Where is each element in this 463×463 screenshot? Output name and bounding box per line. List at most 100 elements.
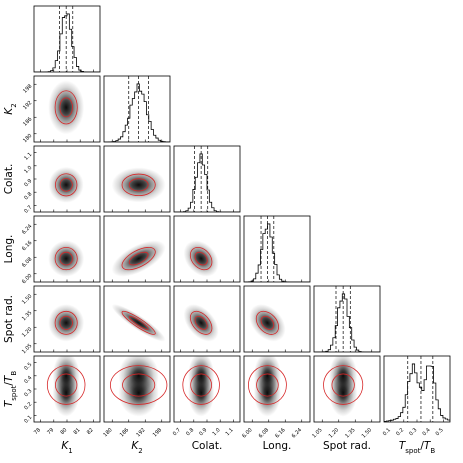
y-tick-label-spotrad: 1.05 [21,343,33,355]
x-axis-label-long: Long. [263,440,292,452]
contour-K1-tspot-0 [55,373,78,397]
panel-K1-tspot: 78 79 80 81 82 0.5 0.4 0.3 0.2 0.1 [23,355,101,436]
x-tick-label-colat: 0.8 [185,427,195,437]
panel-colat-spotrad [173,285,241,353]
histogram-K1 [34,13,100,72]
y-axis-label-K2: K2 [3,103,18,114]
contour-K1-K2-1 [54,90,78,125]
y-axis-label-colat: Colat. [3,164,15,195]
panel-K2-K2 [103,75,171,143]
x-tick-label-spotrad: 1.50 [361,427,373,439]
x-axis-label-colat: Colat. [192,440,223,452]
x-tick-label-K2: 180 [102,427,113,438]
contour-spotrad-tspot-0 [331,373,355,397]
panel-frame [103,75,171,143]
y-axis-label-tspot: Tspot/TB [3,371,18,408]
panel-K2-long [103,215,171,283]
panel-frame [383,355,451,423]
x-axis-label-tspot: Tspot/TB [399,440,436,455]
density-colat-tspot-b [188,356,215,400]
contour-colat-long-0 [194,251,208,266]
density-K2-long [111,240,166,277]
x-axis-label-K1: K1 [61,440,72,455]
histogram-spotrad [314,293,380,352]
panel-long-tspot: 6.00 6.08 6.16 6.24 [241,355,311,440]
contour-long-tspot-0 [256,373,279,397]
panel-frame [103,145,171,213]
contour-K1-colat-0 [59,178,73,192]
panel-colat-colat [173,145,241,213]
x-tick-label-K1: 80 [59,427,68,436]
density-long-spotrad [249,304,286,342]
contour-colat-spotrad-1 [189,310,213,335]
x-axis-label-spotrad: Spot rad. [323,440,371,452]
x-tick-label-colat: 0.7 [172,427,182,437]
panel-long-spotrad [243,285,311,353]
contour-K2-colat-1 [121,173,156,197]
density-colat-long [183,240,219,277]
y-axis-label-long: Long. [3,235,15,264]
contour-K1-colat-1 [54,173,78,197]
x-tick-label-K2: 186 [119,427,130,438]
contour-long-tspot-1 [248,365,287,405]
y-tick-label-long: 6.16 [21,240,33,252]
x-tick-label-colat: 1.1 [225,427,235,437]
x-tick-label-K1: 82 [86,427,95,436]
x-tick-label-spotrad: 1.35 [344,427,356,439]
contour-K1-K2-0 [59,97,73,118]
x-axis-label-K2: K2 [131,440,142,455]
panel-frame [103,285,171,353]
y-tick-label-colat: 0.8 [23,191,33,201]
contour-colat-spotrad-0 [194,315,208,330]
contour-K2-tspot-1 [109,365,168,405]
histogram-K2 [104,83,170,142]
panel-frame [243,215,311,283]
x-tick-label-tspot: 0.1 [382,427,392,437]
contour-K1-spotrad-0 [59,315,73,330]
density-K1-long [48,240,85,277]
y-tick-label-tspot: 0.3 [23,388,33,398]
x-tick-label-tspot: 0.4 [422,427,433,438]
contour-K1-long-0 [59,251,73,266]
y-tick-label-long: 6.08 [21,256,33,268]
panel-frame [103,355,171,423]
x-tick-label-K1: 79 [46,427,55,436]
y-tick-label-colat: 0.7 [23,205,33,215]
contour-colat-tspot-1 [182,365,220,405]
panel-spotrad-tspot: 1.05 1.20 1.35 1.50 [311,355,381,440]
y-tick-label-colat: 1.1 [23,152,33,162]
y-tick-label-K2: 186 [22,116,33,127]
panel-K1-K1 [33,5,101,73]
x-tick-label-long: 6.24 [291,427,304,440]
panel-frame [243,285,311,353]
y-axis-label-spotrad: Spot rad. [3,295,15,343]
y-tick-label-long: 6.00 [21,273,33,285]
x-tick-label-colat: 1.0 [212,427,222,437]
panel-frame [103,215,171,283]
contour-long-spotrad-1 [255,310,279,335]
density-colat-spotrad [183,304,219,342]
x-tick-label-long: 6.16 [274,427,286,439]
panel-colat-long [173,215,241,283]
histogram-tspot [384,363,450,422]
density-spotrad-tspot-b [329,356,358,400]
contour-K1-tspot-1 [46,365,86,405]
y-tick-label-tspot: 0.1 [23,415,33,425]
contour-K2-colat-0 [128,178,149,192]
contour-spotrad-tspot-1 [323,365,364,405]
panel-K2-tspot: 180 186 192 198 [102,355,171,438]
density-K1-tspot-b [52,356,80,400]
contour-K2-long-0 [128,251,149,266]
density-K2-spotrad [111,304,166,342]
x-tick-label-tspot: 0.3 [408,427,418,437]
panel-K2-spotrad [103,285,171,353]
panel-frame [313,285,381,353]
panel-frame [313,355,381,423]
x-tick-label-tspot: 0.2 [395,427,405,437]
contour-K2-long-1 [121,247,156,271]
x-tick-label-K2: 198 [152,427,163,438]
density-long-tspot-b [253,356,281,400]
panel-K1-colat: 1.1 1.0 0.9 0.8 0.7 [23,145,101,215]
x-tick-label-long: 6.08 [258,427,270,439]
x-tick-label-spotrad: 1.20 [328,427,340,439]
